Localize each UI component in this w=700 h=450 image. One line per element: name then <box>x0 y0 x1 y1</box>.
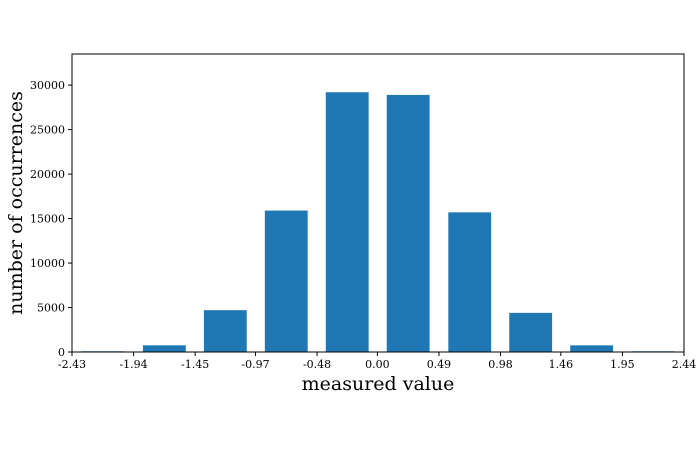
histogram-bar-4 <box>325 92 369 353</box>
histogram-bar-5 <box>386 94 430 352</box>
x-tick-label-2: -1.45 <box>181 358 209 371</box>
y-tick-label-3: 15000 <box>30 213 65 226</box>
y-axis-label: number of occurrences <box>5 91 27 315</box>
x-tick-label-3: -0.97 <box>241 358 269 371</box>
x-tick-label-8: 1.46 <box>549 358 574 371</box>
y-tick-label-6: 30000 <box>30 79 65 92</box>
x-tick-label-9: 1.95 <box>610 358 635 371</box>
x-tick-label-1: -1.94 <box>119 358 147 371</box>
histogram-bar-2 <box>203 310 247 352</box>
plot-frame <box>71 53 685 353</box>
x-tick-label-6: 0.49 <box>427 358 452 371</box>
histogram-bar-1 <box>142 345 186 352</box>
x-tick-label-0: -2.43 <box>58 358 86 371</box>
histogram-bar-6 <box>448 212 492 352</box>
x-tick-label-7: 0.98 <box>488 358 513 371</box>
y-tick-label-2: 10000 <box>30 257 65 270</box>
x-tick-label-4: -0.48 <box>303 358 331 371</box>
x-axis-ticks: -2.43 -1.94 -1.45 -0.97 -0.48 0.00 0.49 0.98 1.4… <box>58 352 696 371</box>
y-tick-label-0: 0 <box>58 346 65 359</box>
y-axis-ticks: 0 5000 10000 15000 20000 25000 30000 <box>30 79 72 359</box>
x-tick-label-10: 2.44 <box>672 358 697 371</box>
bars-group <box>81 92 675 353</box>
y-tick-label-5: 25000 <box>30 124 65 137</box>
histogram-bar-3 <box>264 210 308 352</box>
y-tick-label-1: 5000 <box>37 302 65 315</box>
histogram-bar-8 <box>570 345 614 352</box>
x-axis-label: measured value <box>302 373 455 395</box>
y-tick-label-4: 20000 <box>30 168 65 181</box>
x-tick-label-5: 0.00 <box>365 358 390 371</box>
histogram-bar-7 <box>509 312 553 352</box>
